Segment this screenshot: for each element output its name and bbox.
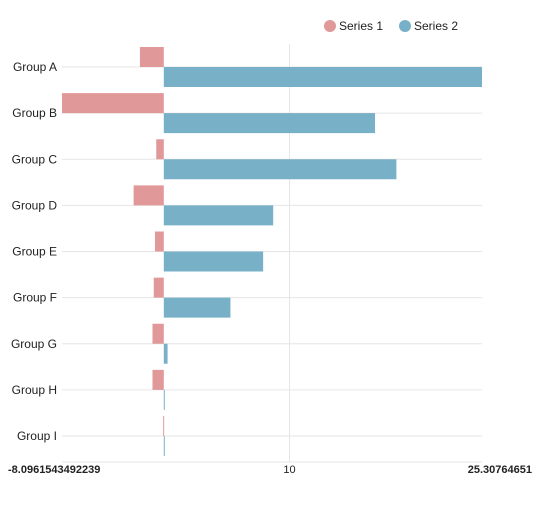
category-label: Group F (13, 291, 57, 305)
bar-series-1-group-c[interactable] (156, 139, 164, 160)
category-label: Group D (12, 198, 58, 212)
category-label: Group C (12, 152, 58, 166)
bar-series-2-group-c[interactable] (163, 159, 397, 180)
bar-series-2-group-i[interactable] (163, 436, 165, 456)
x-tick-labels: -8.0961543492239 10 25.30764651 (8, 464, 532, 476)
bar-series-1-group-f[interactable] (153, 277, 164, 298)
legend-item-series-1[interactable]: Series 1 (324, 19, 383, 33)
x-tick-label: 10 (283, 464, 295, 476)
x-tick-label: 25.30764651 (468, 464, 532, 476)
category-labels: Group A Group B Group C Group D Group E Group… (11, 60, 57, 443)
bars (62, 47, 483, 456)
category-label: Group E (12, 245, 57, 259)
bar-series-1-group-d[interactable] (133, 185, 164, 206)
bar-series-1-group-g[interactable] (152, 323, 164, 344)
bar-series-1-group-b[interactable] (62, 93, 164, 114)
bar-series-1-group-a[interactable] (139, 47, 164, 67)
category-label: Group B (12, 106, 57, 120)
bar-series-1-group-i[interactable] (163, 416, 165, 436)
legend-label: Series 2 (414, 19, 458, 33)
bar-series-2-group-e[interactable] (163, 251, 264, 272)
legend-swatch (324, 20, 336, 32)
bar-series-2-group-d[interactable] (163, 205, 274, 226)
x-tick-label: -8.0961543492239 (8, 464, 100, 476)
category-label: Group A (13, 60, 57, 74)
bar-series-2-group-h[interactable] (163, 389, 165, 410)
bar-series-1-group-h[interactable] (152, 369, 164, 390)
category-label: Group G (11, 337, 57, 351)
bar-series-2-group-a[interactable] (163, 67, 483, 87)
legend-label: Series 1 (339, 19, 383, 33)
bar-series-2-group-g[interactable] (163, 343, 168, 364)
bar-series-1-group-e[interactable] (154, 231, 164, 252)
category-label: Group I (17, 429, 57, 443)
legend-item-series-2[interactable]: Series 2 (399, 19, 458, 33)
legend[interactable]: Series 1 Series 2 (324, 19, 458, 33)
bar-series-2-group-f[interactable] (163, 297, 231, 318)
bar-series-2-group-b[interactable] (163, 113, 376, 134)
category-label: Group H (12, 383, 57, 397)
legend-swatch (399, 20, 411, 32)
